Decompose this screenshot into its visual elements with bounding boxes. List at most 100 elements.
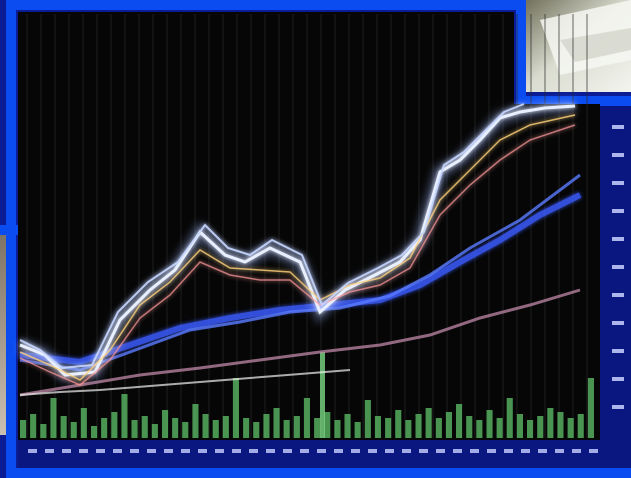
grid-stripe <box>96 14 98 438</box>
volume-bar <box>111 412 118 438</box>
volume-bar <box>141 416 148 438</box>
volume-bar <box>385 418 392 438</box>
volume-bar <box>506 398 513 438</box>
axis-tick <box>555 449 564 453</box>
grid-stripe <box>124 14 126 438</box>
grid-stripe <box>446 14 448 438</box>
volume-bar <box>80 408 87 438</box>
grid-stripe <box>530 14 532 438</box>
axis-tick <box>45 449 54 453</box>
grid-stripe <box>348 14 350 438</box>
axis-tick <box>402 449 411 453</box>
volume-bar <box>415 414 422 438</box>
volume-bar <box>567 418 574 438</box>
grid-stripe <box>488 14 490 438</box>
axis-tick <box>147 449 156 453</box>
axis-tick <box>385 449 394 453</box>
volume-bar <box>577 414 584 438</box>
volume-bar <box>172 418 179 438</box>
grid-stripe <box>306 14 308 438</box>
axis-tick <box>181 449 190 453</box>
axis-tick <box>368 449 377 453</box>
volume-bar <box>50 398 57 438</box>
paper-corner <box>520 0 631 92</box>
axis-tick <box>538 449 547 453</box>
axis-tick <box>232 449 241 453</box>
axis-tick <box>487 449 496 453</box>
grid-stripe <box>320 14 322 438</box>
volume-bar <box>587 378 594 438</box>
volume-bar <box>91 426 98 438</box>
grid-stripe <box>390 14 392 438</box>
volume-bar <box>374 416 381 438</box>
volume-bar <box>151 424 158 438</box>
volume-bar <box>70 422 77 438</box>
axis-tick <box>612 377 624 381</box>
grid-stripe <box>362 14 364 438</box>
axis-tick <box>521 449 530 453</box>
axis-tick <box>612 349 624 353</box>
volume-bar <box>456 404 463 438</box>
volume-bar <box>20 420 27 438</box>
grid-stripe <box>572 14 574 438</box>
grid-stripe <box>250 14 252 438</box>
volume-bar <box>516 414 523 438</box>
axis-tick <box>470 449 479 453</box>
grid-stripe <box>334 14 336 438</box>
axis-tick <box>334 449 343 453</box>
grid-stripe <box>236 14 238 438</box>
volume-bar <box>131 420 138 438</box>
volume-bar <box>243 418 250 438</box>
grid-stripe <box>138 14 140 438</box>
axis-tick <box>612 265 624 269</box>
axis-tick <box>164 449 173 453</box>
grid-stripe <box>54 14 56 438</box>
volume-bar <box>273 408 280 438</box>
grid-stripe <box>40 14 42 438</box>
volume-bar <box>557 412 564 438</box>
grid-stripe <box>586 14 588 438</box>
volume-spike <box>320 352 325 438</box>
axis-tick <box>28 449 37 453</box>
axis-tick <box>572 449 581 453</box>
grid-stripe <box>264 14 266 438</box>
grid-stripe <box>278 14 280 438</box>
axis-tick <box>612 181 624 185</box>
grid-stripe <box>474 14 476 438</box>
volume-bar <box>40 424 47 438</box>
grid-stripe <box>110 14 112 438</box>
volume-bar <box>212 420 219 438</box>
axis-tick <box>249 449 258 453</box>
axis-tick <box>317 449 326 453</box>
volume-bar <box>283 420 290 438</box>
volume-bar <box>466 416 473 438</box>
axis-tick <box>266 449 275 453</box>
volume-bar <box>537 416 544 438</box>
axis-tick <box>453 449 462 453</box>
volume-bar <box>202 414 209 438</box>
volume-bar <box>344 414 351 438</box>
volume-bar <box>334 420 341 438</box>
volume-bar <box>192 404 199 438</box>
volume-bar <box>253 422 260 438</box>
grid-stripe <box>68 14 70 438</box>
volume-bar <box>364 400 371 438</box>
axis-tick <box>215 449 224 453</box>
axis-tick <box>612 209 624 213</box>
grid-stripe <box>222 14 224 438</box>
grid-stripe <box>166 14 168 438</box>
volume-bar <box>405 420 412 438</box>
price-lines <box>19 103 576 386</box>
axis-tick <box>612 321 624 325</box>
volume-bar <box>314 418 321 438</box>
axis-tick <box>612 293 624 297</box>
grid-stripe <box>208 14 210 438</box>
grid-stripe <box>502 14 504 438</box>
volume-bar <box>395 410 402 438</box>
volume-bar <box>30 414 37 438</box>
axis-tick <box>130 449 139 453</box>
grid-stripe <box>180 14 182 438</box>
volume-bar <box>547 408 554 438</box>
grid-stripe <box>82 14 84 438</box>
